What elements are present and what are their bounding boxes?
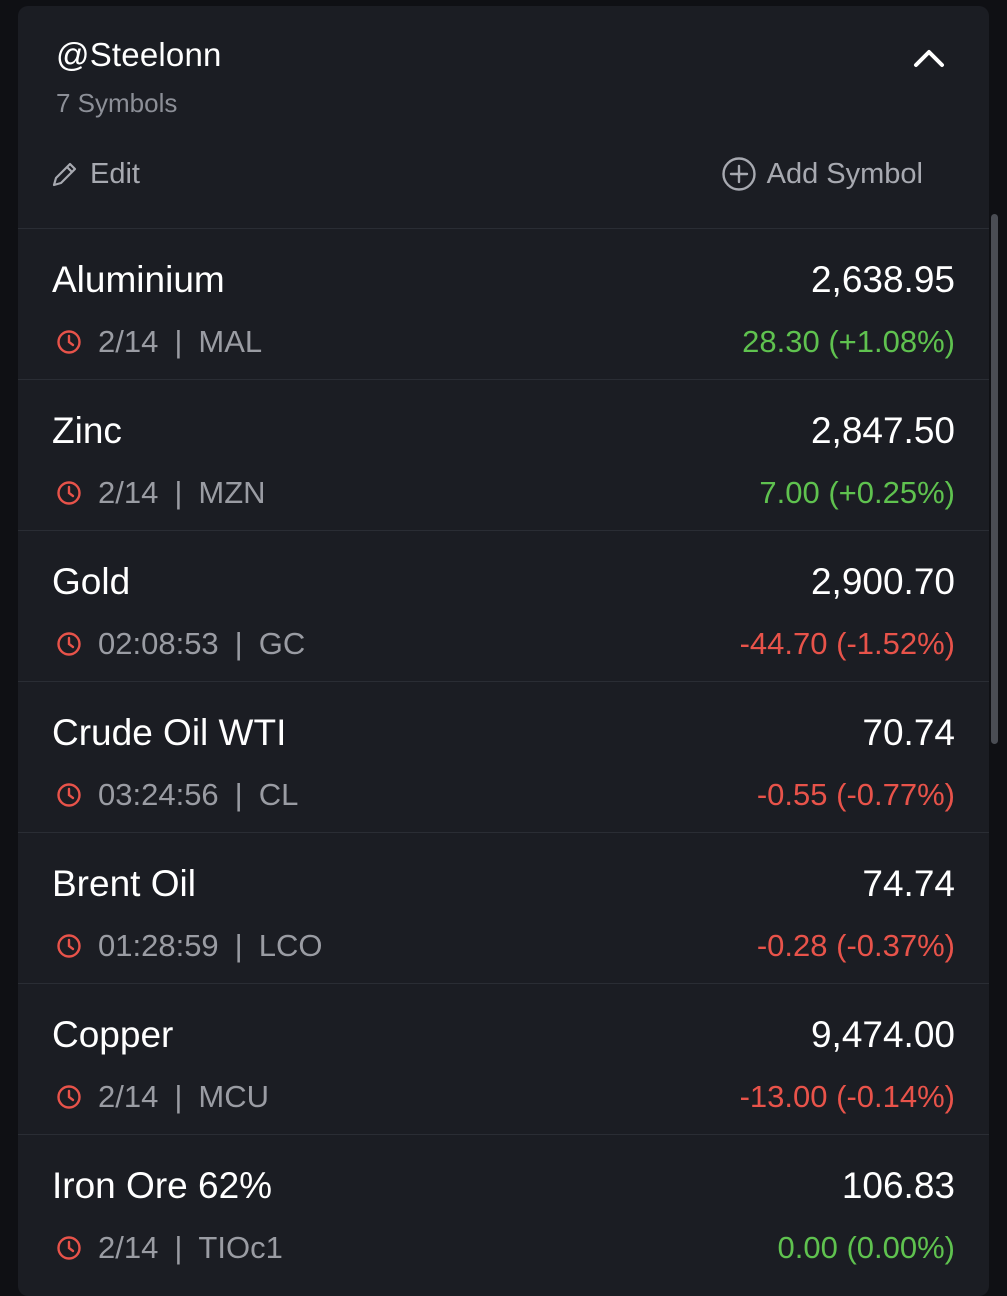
symbol-change: -44.70 (-1.52%) [739, 626, 955, 661]
symbol-name: Crude Oil WTI [52, 712, 287, 753]
symbol-time: 03:24:56 [98, 777, 219, 812]
symbol-name: Brent Oil [52, 863, 196, 904]
symbol-ticker: GC [258, 626, 306, 661]
edit-button[interactable]: Edit [50, 154, 140, 194]
symbol-row-gold[interactable]: Gold 2,900.70 02:08:53 | GC -44.70 (-1.52%… [18, 531, 989, 682]
symbol-name: Iron Ore 62% [52, 1165, 273, 1206]
edit-label: Edit [90, 157, 140, 190]
symbol-time: 2/14 [98, 1230, 159, 1265]
separator: | [234, 626, 243, 661]
collapse-button[interactable] [909, 40, 949, 76]
symbol-price: 106.83 [841, 1165, 955, 1206]
symbol-row-crude-oil-wti[interactable]: Crude Oil WTI 70.74 03:24:56 | CL -0.55 (-… [18, 682, 989, 833]
symbol-price: 2,900.70 [810, 561, 955, 602]
symbol-price: 9,474.00 [810, 1014, 955, 1055]
add-symbol-button[interactable]: Add Symbol [721, 154, 923, 194]
symbol-time: 01:28:59 [98, 928, 219, 963]
symbol-price: 2,847.50 [810, 410, 955, 451]
separator: | [174, 1079, 183, 1114]
add-symbol-label: Add Symbol [766, 157, 923, 190]
scrollbar-thumb[interactable] [991, 214, 998, 744]
symbol-ticker: MCU [198, 1079, 270, 1114]
symbol-time: 2/14 [98, 324, 159, 359]
symbol-change: 0.00 (0.00%) [777, 1230, 956, 1265]
symbol-meta: 02:08:53 | GC [56, 626, 305, 662]
symbol-meta: 03:24:56 | CL [56, 777, 298, 813]
symbol-row-brent-oil[interactable]: Brent Oil 74.74 01:28:59 | LCO -0.28 (-0.3… [18, 833, 989, 984]
symbol-name: Gold [52, 561, 131, 602]
symbol-row-zinc[interactable]: Zinc 2,847.50 2/14 | MZN 7.00 (+0.25%) [18, 380, 989, 531]
symbol-change: 7.00 (+0.25%) [759, 475, 955, 510]
symbol-change: -0.28 (-0.37%) [756, 928, 955, 963]
separator: | [174, 475, 183, 510]
symbol-name: Copper [52, 1014, 174, 1055]
symbol-list: Aluminium 2,638.95 2/14 | MAL 28.30 (+1.08… [18, 229, 989, 1285]
symbol-meta: 2/14 | MCU [56, 1079, 269, 1115]
symbol-meta: 2/14 | MZN [56, 475, 266, 511]
symbol-row-aluminium[interactable]: Aluminium 2,638.95 2/14 | MAL 28.30 (+1.08… [18, 229, 989, 380]
symbol-row-iron-ore[interactable]: Iron Ore 62% 106.83 2/14 | TIOc1 0.00 (0.0… [18, 1135, 989, 1285]
symbol-count: 7 Symbols [56, 88, 178, 118]
symbol-ticker: TIOc1 [198, 1230, 283, 1265]
symbol-meta: 01:28:59 | LCO [56, 928, 322, 964]
symbol-time: 2/14 [98, 1079, 159, 1114]
symbol-row-copper[interactable]: Copper 9,474.00 2/14 | MCU -13.00 (-0.14%) [18, 984, 989, 1135]
symbol-price: 2,638.95 [810, 259, 955, 300]
clock-icon [57, 783, 81, 807]
symbol-price: 70.74 [862, 712, 955, 753]
symbol-change: 28.30 (+1.08%) [742, 324, 955, 359]
symbol-name: Zinc [52, 410, 122, 451]
symbol-price: 74.74 [862, 863, 955, 904]
clock-icon [57, 934, 81, 958]
separator: | [174, 1230, 183, 1265]
symbol-change: -13.00 (-0.14%) [739, 1079, 955, 1114]
symbol-ticker: MZN [198, 475, 266, 510]
clock-icon [57, 1236, 81, 1260]
separator: | [174, 324, 183, 359]
separator: | [234, 928, 243, 963]
symbol-meta: 2/14 | MAL [56, 324, 262, 360]
clock-icon [57, 1085, 81, 1109]
symbol-time: 2/14 [98, 475, 159, 510]
symbol-ticker: CL [258, 777, 299, 812]
watchlist-title: @Steelonn [56, 36, 222, 73]
watchlist-header: @Steelonn 7 Symbols Edit Add Symbol [18, 6, 989, 229]
clock-icon [57, 632, 81, 656]
symbol-name: Aluminium [52, 259, 225, 300]
clock-icon [57, 330, 81, 354]
symbol-ticker: MAL [198, 324, 263, 359]
symbol-change: -0.55 (-0.77%) [756, 777, 955, 812]
separator: | [234, 777, 243, 812]
plus-circle-icon [721, 157, 756, 191]
watchlist-panel: @Steelonn 7 Symbols Edit Add Symbol [18, 6, 989, 1296]
pencil-icon [52, 162, 77, 187]
symbol-ticker: LCO [258, 928, 323, 963]
symbol-time: 02:08:53 [98, 626, 219, 661]
chevron-up-icon [914, 50, 944, 67]
clock-icon [57, 481, 81, 505]
symbol-meta: 2/14 | TIOc1 [56, 1230, 283, 1266]
header-divider [18, 228, 989, 229]
